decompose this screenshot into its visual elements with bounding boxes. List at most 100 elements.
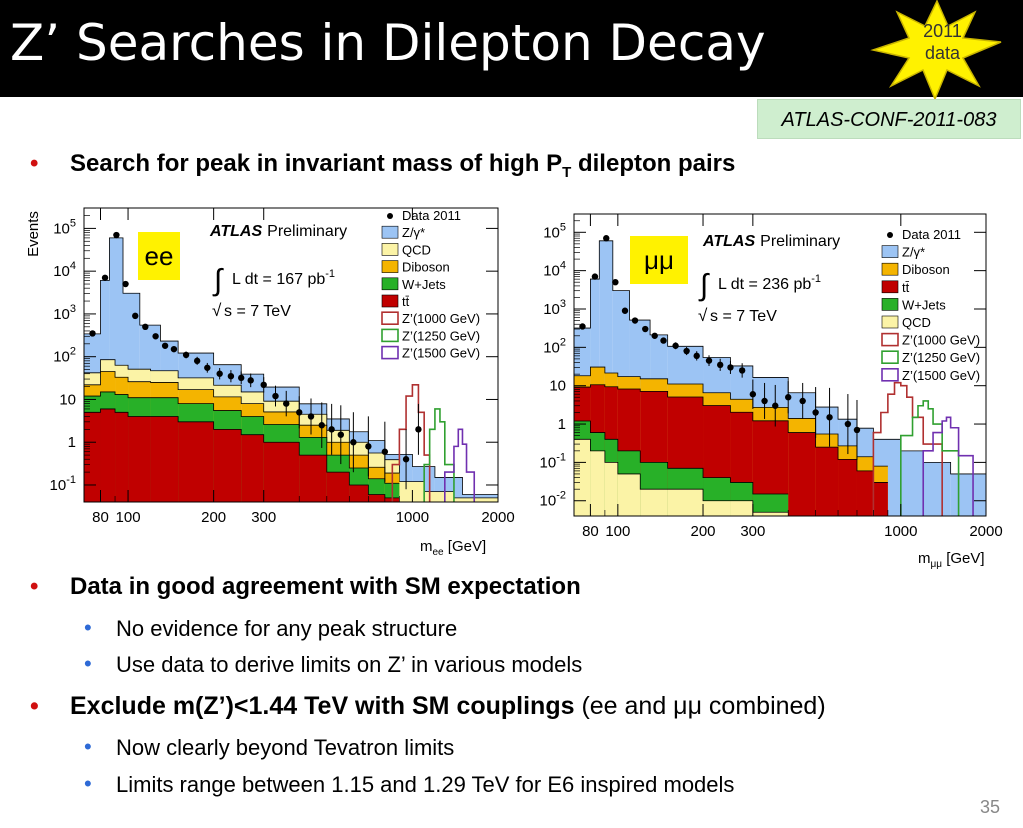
histogram-bar-ttbar	[263, 442, 300, 502]
histogram-bar-qcd	[617, 473, 641, 516]
histogram-bar-ttbar	[788, 432, 816, 516]
histogram-bar-ttbar	[349, 484, 369, 502]
bullet-exclude-rest: (ee and μμ combined)	[574, 692, 826, 720]
histogram-bar-qcd	[604, 462, 618, 516]
legend-label: Z’(1500 GeV)	[402, 346, 480, 361]
signal-line	[922, 416, 974, 516]
sub-bullet-dot-icon: •	[84, 771, 92, 796]
histogram-bar-ttbar	[150, 416, 179, 502]
sub-bullet-dot-icon: •	[84, 615, 92, 640]
histogram-bar-qcd	[574, 439, 591, 516]
data-point	[132, 312, 139, 320]
channel-label-box	[138, 232, 180, 280]
data-point	[296, 409, 303, 416]
y-tick-exp: 2	[560, 336, 566, 348]
data-point	[283, 400, 290, 407]
sub-bullet-e6-text: Limits range between 1.15 and 1.29 TeV f…	[116, 772, 735, 797]
bullet-exclude-bold: Exclude m(Z’)<1.44 TeV with SM couplings	[70, 692, 575, 720]
y-tick-base: 10	[543, 301, 560, 318]
sqrt-icon: √	[212, 301, 222, 320]
signal-line	[391, 384, 431, 502]
y-tick-label: 105	[53, 217, 76, 237]
signal-line	[444, 428, 476, 502]
histogram-outline-diboson	[84, 371, 400, 474]
lumi-label: L dt = 167 pb-1	[232, 268, 335, 288]
legend-swatch	[381, 225, 399, 239]
histogram-bar-qcd	[703, 500, 731, 516]
data-point	[761, 397, 768, 405]
legend-swatch	[381, 345, 399, 360]
histogram-outline-wjets	[574, 420, 789, 495]
plot-area	[574, 235, 986, 516]
plot-area	[84, 231, 498, 502]
histogram-bar-ttbar	[178, 421, 214, 502]
y-axis-label: Events	[25, 211, 42, 257]
histogram-bar-qcd	[424, 491, 454, 502]
x-axis-label-unit: [GeV]	[942, 550, 985, 567]
histogram-bar-ttbar	[856, 470, 874, 516]
legend-label: tt̄	[402, 294, 410, 309]
y-tick-base: 10	[549, 378, 566, 395]
x-axis-label-var: m	[918, 550, 931, 567]
data-point	[238, 374, 245, 382]
energy-label: s = 7 TeV	[224, 303, 291, 320]
bullet-search-text: Search for peak in invariant mass of hig…	[70, 150, 563, 177]
data-point	[772, 402, 779, 409]
histogram-bar-qcd	[752, 512, 789, 516]
legend-marker-data	[387, 213, 393, 219]
legend-swatch	[881, 298, 899, 311]
bullet-agreement-text: Data in good agreement with SM expectati…	[70, 573, 581, 600]
data-point	[328, 426, 335, 433]
data-point	[591, 273, 599, 280]
energy-label: s = 7 TeV	[710, 308, 777, 325]
y-tick-exp: -1	[556, 451, 566, 463]
legend-label: Data 2011	[902, 227, 961, 242]
x-axis-label-sub: μμ	[931, 559, 943, 570]
sub-bullet-dot-icon: •	[84, 734, 92, 759]
x-tick-label: 1000	[396, 509, 429, 526]
legend-label: Diboson	[902, 262, 950, 277]
channel-label: μμ	[644, 245, 674, 275]
data-point	[122, 280, 129, 288]
y-tick-label: 10	[549, 378, 566, 395]
legend-swatch	[381, 243, 399, 256]
y-tick-label: 1	[558, 416, 566, 433]
bullet-dot-icon: •	[30, 573, 39, 600]
data-point	[693, 352, 700, 360]
data-point	[381, 448, 389, 455]
sub-bullet-dot-icon: •	[84, 651, 92, 676]
legend-swatch	[381, 294, 399, 308]
y-tick-base: 1	[558, 416, 566, 433]
bullet-dot-icon: •	[30, 692, 39, 720]
data-point	[170, 345, 178, 353]
histogram-bar-zgamma	[900, 450, 924, 516]
data-point	[844, 420, 852, 428]
data-point	[727, 364, 734, 371]
y-tick-label: 10-2	[540, 490, 566, 510]
histogram-bar-qcd	[590, 450, 605, 516]
data-point	[415, 426, 422, 433]
histogram-bar-qcd	[667, 489, 704, 516]
data-point	[193, 357, 201, 365]
x-tick-label: 2000	[481, 509, 514, 526]
channel-label: ee	[145, 241, 174, 271]
x-axis-label: mμμ [GeV]	[918, 550, 985, 570]
y-tick-label: 105	[543, 221, 566, 241]
histogram-bar-qcd	[453, 497, 498, 502]
x-tick-label: 100	[605, 523, 630, 540]
histogram-bar-ttbar	[299, 455, 327, 502]
legend-label: Diboson	[402, 260, 450, 275]
y-tick-base: 10	[50, 477, 67, 494]
data-point	[260, 381, 267, 389]
histogram-outline-wjets	[84, 391, 400, 484]
y-tick-base: 10	[543, 224, 560, 241]
data-point	[337, 431, 344, 438]
legend-label: Z/γ*	[402, 225, 425, 240]
y-tick-base: 10	[53, 220, 70, 237]
y-tick-label: 1	[68, 434, 76, 451]
y-tick-exp: 3	[70, 303, 76, 315]
sub-bullet-no-peak-text: No evidence for any peak structure	[116, 616, 458, 641]
lumi-label: L dt = 236 pb-1	[718, 273, 821, 293]
data-point	[651, 332, 658, 339]
